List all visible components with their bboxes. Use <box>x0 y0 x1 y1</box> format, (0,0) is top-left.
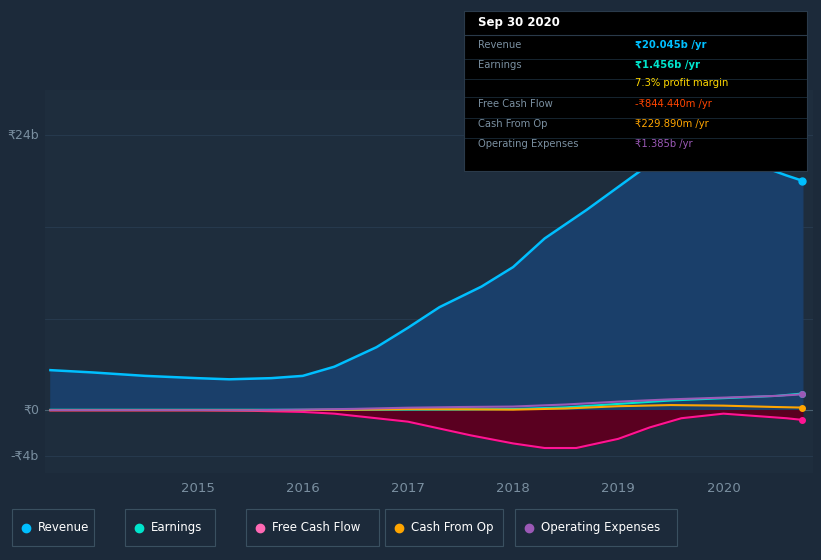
Text: ₹20.045b /yr: ₹20.045b /yr <box>635 40 707 50</box>
Text: Free Cash Flow: Free Cash Flow <box>478 99 553 109</box>
Bar <box>12 510 94 546</box>
Text: Cash From Op: Cash From Op <box>478 119 547 129</box>
Text: -₹844.440m /yr: -₹844.440m /yr <box>635 99 713 109</box>
Bar <box>246 510 378 546</box>
Bar <box>515 510 677 546</box>
Text: Operating Expenses: Operating Expenses <box>541 521 660 534</box>
Text: Free Cash Flow: Free Cash Flow <box>272 521 360 534</box>
Text: 7.3% profit margin: 7.3% profit margin <box>635 78 729 88</box>
Text: Sep 30 2020: Sep 30 2020 <box>478 16 559 29</box>
Text: Earnings: Earnings <box>151 521 202 534</box>
Text: ₹24b: ₹24b <box>7 129 39 142</box>
Text: ₹1.456b /yr: ₹1.456b /yr <box>635 60 700 69</box>
Bar <box>385 510 503 546</box>
Text: Revenue: Revenue <box>38 521 89 534</box>
Text: Operating Expenses: Operating Expenses <box>478 139 578 150</box>
Text: ₹0: ₹0 <box>23 404 39 417</box>
Text: ₹1.385b /yr: ₹1.385b /yr <box>635 139 693 150</box>
Bar <box>125 510 214 546</box>
Text: Earnings: Earnings <box>478 60 521 69</box>
Text: ₹229.890m /yr: ₹229.890m /yr <box>635 119 709 129</box>
Text: Revenue: Revenue <box>478 40 521 50</box>
Text: Cash From Op: Cash From Op <box>411 521 493 534</box>
Text: -₹4b: -₹4b <box>11 450 39 463</box>
